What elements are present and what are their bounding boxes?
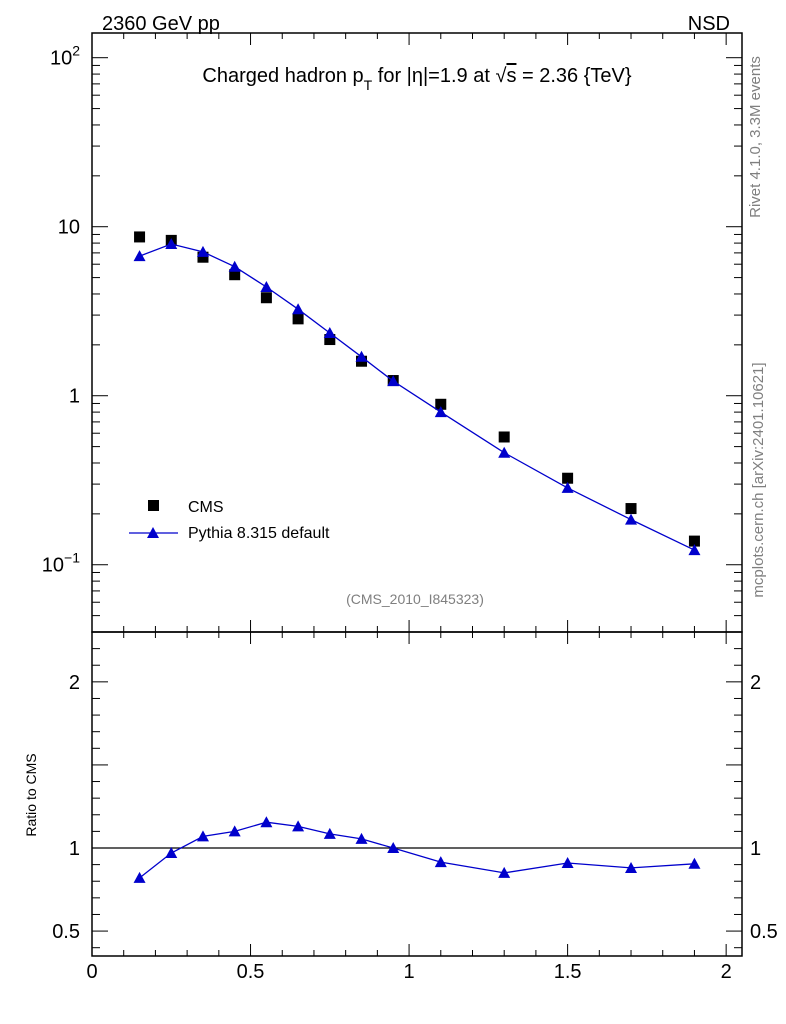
cms-point (260, 292, 272, 304)
chart-title-subscript: T (364, 77, 373, 93)
ratio-point (355, 832, 368, 844)
pythia-point (355, 350, 368, 362)
main-data (133, 231, 701, 556)
pythia-point (387, 375, 400, 387)
main-y-tick-exponent: 2 (72, 43, 80, 59)
ratio-point (133, 871, 146, 883)
ratio-y-tick-label-left: 0.5 (52, 921, 80, 943)
chart-title-root-sign: √ (495, 65, 506, 87)
legend-cms-marker (148, 500, 159, 511)
ratio-point (196, 830, 209, 842)
cms-point (435, 398, 447, 410)
cms-point (562, 472, 574, 484)
main-y-tick-label: 102 (50, 43, 80, 70)
header-left-label: 2360 GeV pp (102, 13, 220, 35)
main-y-tick-exponent: −1 (64, 550, 80, 566)
x-tick-label: 0.5 (237, 961, 265, 983)
pythia-line (139, 243, 695, 551)
pythia-point (625, 513, 638, 525)
main-y-tick-label: 10 (58, 217, 80, 239)
chart-title-middle: for |η|=1.9 at (372, 65, 495, 87)
x-tick-label: 2 (721, 961, 732, 983)
ratio-y-tick-label-right: 2 (750, 672, 761, 694)
ratio-point (498, 866, 511, 878)
main-x-ticks (91, 33, 727, 632)
ratio-point (434, 856, 447, 868)
mcplots-label: mcplots.cern.ch [arXiv:2401.10621] (750, 362, 767, 597)
pythia-point (292, 303, 305, 315)
pythia-point (434, 406, 447, 418)
chart-title-end: = 2.36 {TeV} (516, 65, 631, 87)
ratio-y-tick-label-left: 1 (69, 838, 80, 860)
pythia-point (498, 446, 511, 458)
ratio-point (228, 825, 241, 837)
cms-point (625, 503, 637, 515)
main-y-tick-base: 1 (69, 386, 80, 408)
ratio-point (625, 861, 638, 873)
legend: CMS Pythia 8.315 default (129, 499, 330, 542)
pythia-point (228, 260, 241, 272)
ratio-point (165, 846, 178, 858)
ratio-point (688, 857, 701, 869)
ratio-panel-frame (91, 631, 743, 957)
ratio-ylabel: Ratio to CMS (23, 753, 39, 836)
chart-title: Charged hadron pT for |η|=1.9 at √s = 2.… (202, 65, 631, 93)
legend-cms-label: CMS (188, 499, 224, 516)
cms-point (134, 231, 146, 243)
cms-point (292, 313, 304, 325)
pythia-point (260, 280, 273, 292)
legend-pythia-label: Pythia 8.315 default (188, 525, 330, 542)
ratio-y-tick-label-right: 1 (750, 838, 761, 860)
main-y-tick-label: 10−1 (42, 550, 80, 577)
cms-point (197, 251, 209, 263)
rivet-label: Rivet 4.1.0, 3.3M events (747, 56, 764, 218)
legend-pythia-marker (147, 527, 159, 538)
ratio-point (561, 856, 574, 868)
main-y-tick-base: 10 (50, 48, 72, 70)
header-right-label: NSD (688, 13, 730, 35)
ratio-line (139, 821, 695, 879)
main-y-tick-label: 1 (69, 386, 80, 408)
main-y-tick-base: 10 (58, 217, 80, 239)
pythia-point (165, 238, 178, 250)
pythia-point (561, 481, 574, 493)
cms-point (498, 431, 510, 443)
main-panel-frame (91, 32, 743, 633)
ratio-point (292, 820, 305, 832)
pythia-point (323, 327, 336, 339)
ratio-y-ticks: 0.5 0.5 1 1 2 2 (52, 648, 778, 949)
ratio-data (133, 816, 701, 883)
ratio-y-tick-label-left: 2 (69, 672, 80, 694)
x-tick-label: 1 (404, 961, 415, 983)
pythia-point (133, 250, 146, 262)
chart-title-s: s (506, 65, 516, 87)
main-y-tick-base: 10 (42, 555, 64, 577)
pythia-point (688, 544, 701, 556)
ratio-point (323, 827, 336, 839)
ratio-point (260, 816, 273, 828)
analysis-label: (CMS_2010_I845323) (346, 591, 484, 607)
x-tick-label: 1.5 (554, 961, 582, 983)
pythia-point (196, 245, 209, 257)
cms-point (688, 535, 700, 547)
x-tick-label: 0 (86, 961, 97, 983)
ratio-x-ticks: 0 0.5 1 1.5 2 (86, 632, 732, 983)
cms-point (229, 269, 241, 281)
cms-point (324, 334, 336, 346)
chart-title-main: Charged hadron p (202, 65, 363, 87)
ratio-y-tick-label-right: 0.5 (750, 921, 778, 943)
ratio-point (387, 842, 400, 853)
